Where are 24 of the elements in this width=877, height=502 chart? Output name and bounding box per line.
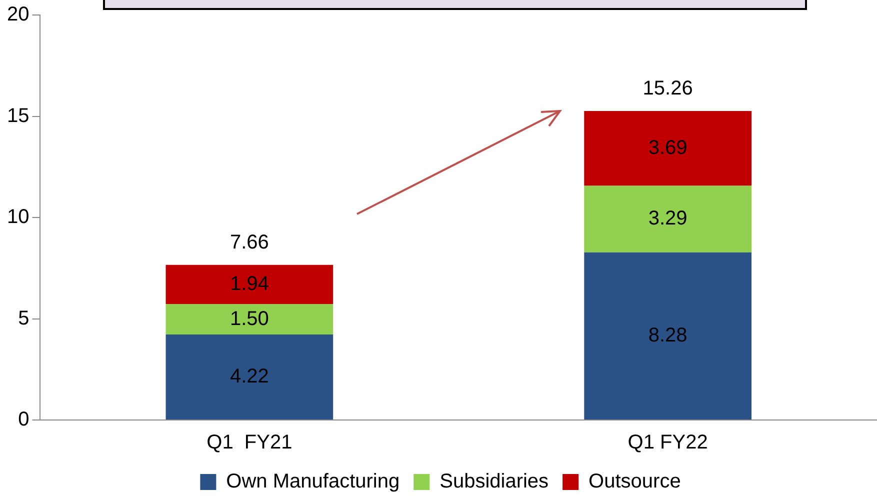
bar — [166, 334, 334, 420]
legend-label: Outsource — [588, 470, 681, 493]
bar — [166, 304, 334, 335]
data-label: 4.22 — [230, 366, 269, 388]
y-tick-label: 20 — [6, 4, 30, 26]
y-tick-label: 5 — [18, 307, 30, 330]
bar — [584, 110, 752, 186]
data-label: 1.50 — [230, 308, 269, 330]
y-tick-label: 0 — [18, 408, 30, 431]
y-tick-label: 10 — [6, 206, 30, 228]
y-tick-label: 15 — [6, 104, 30, 127]
total-label: 7.66 — [230, 231, 269, 254]
x-tick-label: Q1 FY22 — [628, 432, 708, 454]
legend-label: Subsidiaries — [440, 470, 549, 493]
data-label: 3.69 — [648, 136, 688, 159]
total-label: 15.26 — [642, 78, 693, 100]
data-label: 3.29 — [648, 208, 688, 230]
bar — [584, 186, 752, 252]
data-label: 1.94 — [230, 273, 269, 296]
legend-label: Own Manufacturing — [226, 470, 400, 493]
bar — [166, 264, 334, 304]
bar — [584, 252, 752, 420]
data-label: 8.28 — [648, 324, 688, 346]
x-tick-label: Q1 FY21 — [206, 432, 292, 454]
